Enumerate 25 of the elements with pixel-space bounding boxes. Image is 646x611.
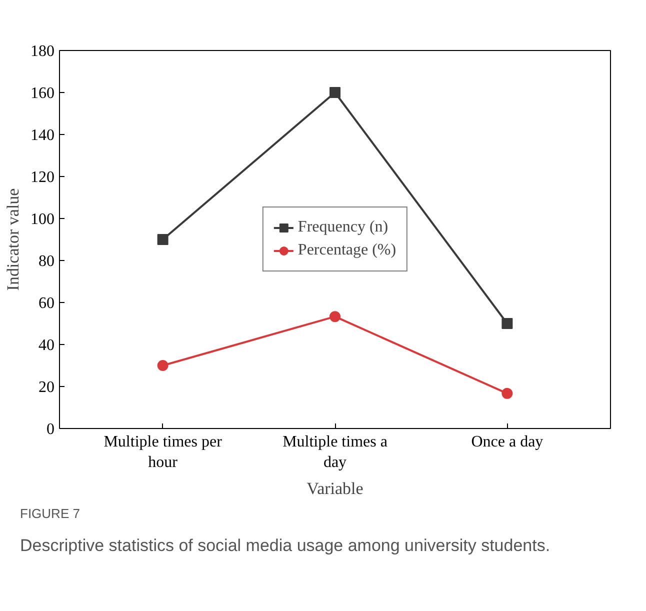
y-tick-label: 80 bbox=[38, 253, 54, 270]
point bbox=[330, 311, 340, 322]
y-tick-label: 60 bbox=[38, 295, 54, 312]
y-tick-label: 40 bbox=[38, 337, 54, 354]
y-tick-label: 120 bbox=[30, 169, 54, 186]
x-tick-label: Multiple times a day bbox=[282, 434, 388, 471]
legend-label: Frequency (n) bbox=[298, 218, 388, 236]
x-tick-label: Multiple times per hour bbox=[104, 434, 223, 471]
y-tick-label: 0 bbox=[46, 421, 54, 438]
y-tick-label: 160 bbox=[30, 85, 54, 102]
x-axis-title: Variable bbox=[306, 478, 364, 498]
x-tick-label: Once a day bbox=[471, 434, 544, 450]
y-axis-title: Indicator value bbox=[4, 188, 22, 291]
point bbox=[502, 388, 513, 399]
point bbox=[157, 234, 168, 245]
y-tick-label: 100 bbox=[30, 211, 54, 228]
point bbox=[502, 318, 513, 329]
y-tick-label: 180 bbox=[30, 43, 54, 60]
point bbox=[330, 87, 340, 98]
text: Descriptive statistics of social media usage among university students. bbox=[20, 534, 550, 557]
legend-label: Percentage (%) bbox=[298, 242, 396, 260]
point bbox=[157, 360, 168, 371]
caption: FIGURE 7 bbox=[20, 505, 80, 523]
y-tick-label: 20 bbox=[38, 379, 54, 396]
y-tick-label: 140 bbox=[30, 127, 54, 144]
